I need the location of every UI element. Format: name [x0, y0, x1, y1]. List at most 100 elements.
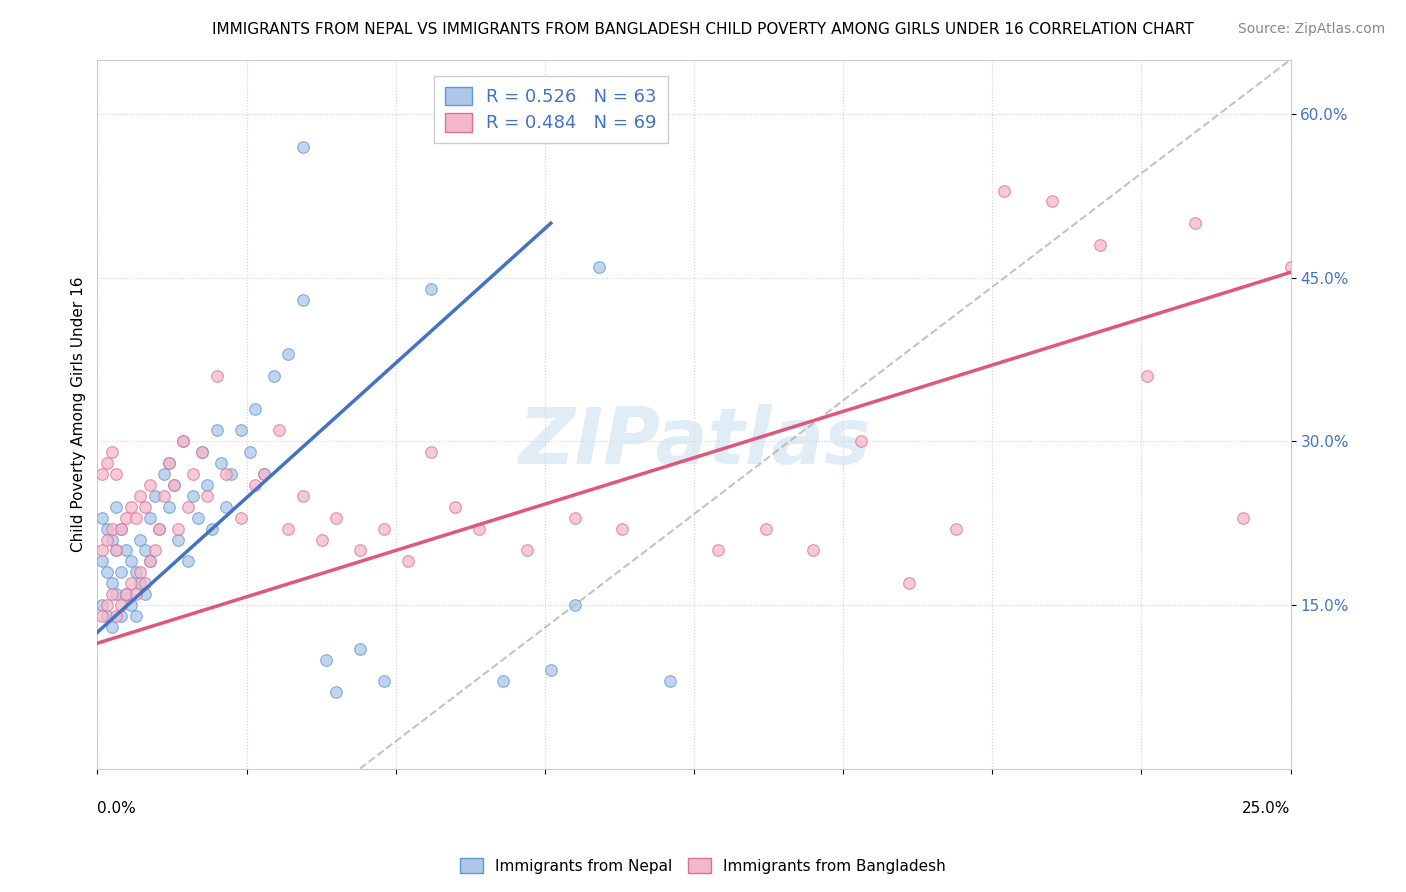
Point	[115, 510, 138, 524]
Point	[177, 500, 200, 514]
Point	[129, 533, 152, 547]
Point	[349, 543, 371, 558]
Point	[181, 489, 204, 503]
Point	[755, 522, 778, 536]
Point	[253, 467, 276, 482]
Point	[396, 554, 419, 568]
Text: Source: ZipAtlas.com: Source: ZipAtlas.com	[1237, 22, 1385, 37]
Point	[163, 478, 186, 492]
Point	[91, 554, 114, 568]
Point	[129, 576, 152, 591]
Point	[163, 478, 186, 492]
Point	[91, 598, 114, 612]
Point	[124, 510, 146, 524]
Legend: R = 0.526   N = 63, R = 0.484   N = 69: R = 0.526 N = 63, R = 0.484 N = 69	[434, 76, 668, 144]
Point	[897, 576, 920, 591]
Point	[243, 478, 266, 492]
Point	[134, 587, 156, 601]
Point	[444, 500, 467, 514]
Point	[124, 587, 146, 601]
Point	[325, 685, 347, 699]
Point	[134, 500, 156, 514]
Point	[291, 140, 314, 154]
Point	[96, 522, 118, 536]
Point	[100, 445, 122, 459]
Point	[139, 554, 162, 568]
Point	[96, 598, 118, 612]
Point	[540, 664, 562, 678]
Point	[153, 467, 176, 482]
Point	[134, 543, 156, 558]
Point	[120, 554, 142, 568]
Point	[215, 500, 238, 514]
Point	[243, 401, 266, 416]
Point	[124, 609, 146, 624]
Point	[110, 609, 132, 624]
Point	[177, 554, 200, 568]
Point	[201, 522, 224, 536]
Point	[801, 543, 824, 558]
Point	[191, 445, 214, 459]
Point	[134, 576, 156, 591]
Point	[229, 510, 252, 524]
Point	[172, 434, 194, 449]
Point	[1088, 238, 1111, 252]
Point	[516, 543, 538, 558]
Point	[96, 456, 118, 470]
Point	[492, 674, 515, 689]
Point	[564, 598, 586, 612]
Text: 0.0%: 0.0%	[97, 800, 136, 815]
Point	[139, 510, 162, 524]
Point	[115, 587, 138, 601]
Point	[588, 260, 610, 274]
Point	[1279, 260, 1302, 274]
Point	[91, 543, 114, 558]
Point	[373, 522, 395, 536]
Point	[420, 445, 443, 459]
Point	[105, 587, 128, 601]
Point	[120, 598, 142, 612]
Point	[110, 566, 132, 580]
Point	[105, 467, 128, 482]
Point	[1184, 216, 1206, 230]
Point	[945, 522, 967, 536]
Point	[205, 368, 228, 383]
Point	[139, 554, 162, 568]
Point	[96, 609, 118, 624]
Point	[315, 652, 337, 666]
Point	[153, 489, 176, 503]
Point	[157, 500, 180, 514]
Point	[100, 576, 122, 591]
Point	[612, 522, 634, 536]
Point	[325, 510, 347, 524]
Point	[195, 489, 218, 503]
Point	[110, 522, 132, 536]
Point	[115, 587, 138, 601]
Point	[105, 609, 128, 624]
Point	[564, 510, 586, 524]
Point	[191, 445, 214, 459]
Legend: Immigrants from Nepal, Immigrants from Bangladesh: Immigrants from Nepal, Immigrants from B…	[454, 852, 952, 880]
Y-axis label: Child Poverty Among Girls Under 16: Child Poverty Among Girls Under 16	[72, 277, 86, 552]
Point	[267, 424, 290, 438]
Point	[993, 184, 1015, 198]
Point	[263, 368, 285, 383]
Point	[167, 522, 190, 536]
Point	[659, 674, 682, 689]
Point	[219, 467, 242, 482]
Point	[277, 522, 299, 536]
Point	[91, 510, 114, 524]
Point	[277, 347, 299, 361]
Point	[115, 543, 138, 558]
Point	[291, 293, 314, 307]
Point	[124, 566, 146, 580]
Point	[311, 533, 333, 547]
Point	[139, 478, 162, 492]
Point	[96, 533, 118, 547]
Point	[1136, 368, 1159, 383]
Point	[143, 489, 166, 503]
Point	[849, 434, 872, 449]
Point	[1040, 194, 1063, 209]
Point	[205, 424, 228, 438]
Point	[187, 510, 209, 524]
